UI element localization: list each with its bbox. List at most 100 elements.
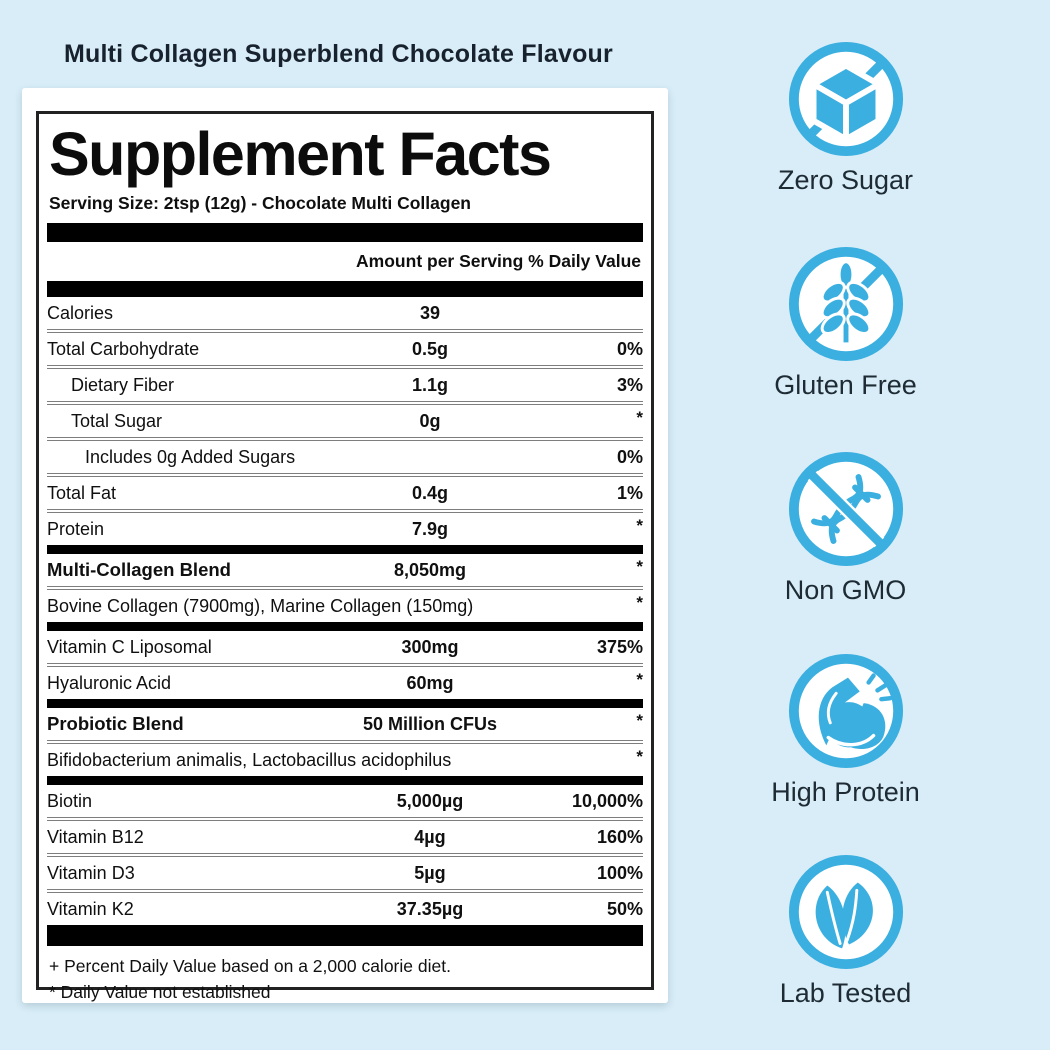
serving-size-line: Serving Size: 2tsp (12g) - Chocolate Mul… [49, 193, 471, 214]
nutrient-row: Vitamin D3 5µg 100% [47, 857, 643, 894]
badge-lab-tested: Lab Tested [758, 853, 933, 1009]
nutrient-daily-value: * [636, 408, 643, 428]
nutrient-name: Biotin [47, 790, 93, 811]
section-divider-bar [47, 699, 643, 709]
badge-gluten-free: Gluten Free [758, 245, 933, 401]
nutrient-daily-value: 160% [596, 826, 643, 847]
nutrient-row: Total Sugar 0g * [47, 405, 643, 442]
badge-label: Gluten Free [774, 370, 917, 400]
nutrient-amount: 39 [419, 302, 441, 323]
footnote-not-established: * Daily Value not established [49, 982, 271, 1003]
title-product-name: Multi Collagen [64, 40, 238, 68]
title-flavour: Flavour [521, 40, 613, 68]
nutrient-daily-value: * [636, 557, 643, 577]
feature-badges: Zero Sugar Gluten Free [758, 0, 933, 1050]
nutrient-daily-value: 50% [606, 898, 643, 919]
badge-label: Lab Tested [779, 978, 912, 1008]
nutrient-amount: 4µg [414, 826, 446, 847]
nutrient-row: Multi-Collagen Blend 8,050mg * [47, 554, 643, 591]
leaves-icon [788, 854, 903, 970]
nutrient-daily-value: * [636, 516, 643, 536]
no-wheat-icon [788, 246, 903, 362]
nutrient-name: Bovine Collagen (7900mg), Marine Collage… [47, 595, 474, 616]
no-sugar-cube-icon [788, 41, 903, 157]
page-title: Multi Collagen Superblend Chocolate Flav… [64, 40, 613, 69]
nutrient-amount: 8,050mg [393, 559, 467, 580]
section-divider-bar [47, 622, 643, 632]
nutrient-row: Vitamin C Liposomal 300mg 375% [47, 631, 643, 668]
nutrient-amount: 60mg [406, 672, 454, 693]
nutrient-name: Probiotic Blend [47, 713, 184, 735]
section-divider-bar [47, 776, 643, 786]
nutrient-name: Dietary Fiber [71, 374, 175, 395]
nutrient-amount: 7.9g [411, 518, 449, 539]
section-divider-bar [47, 281, 643, 298]
nutrient-amount: 0.4g [411, 482, 449, 503]
badge-label: High Protein [771, 777, 920, 807]
supplement-facts-heading: Supplement Facts [49, 120, 552, 188]
nutrient-row: Vitamin B12 4µg 160% [47, 821, 643, 858]
nutrient-row: Total Fat 0.4g 1% [47, 477, 643, 514]
title-variant: Superblend Chocolate [244, 40, 515, 68]
badge-high-protein: High Protein [758, 652, 933, 808]
nutrient-row: Bifidobacterium animalis, Lactobacillus … [47, 744, 643, 776]
nutrient-row: Total Carbohydrate 0.5g 0% [47, 333, 643, 370]
nutrient-row: Includes 0g Added Sugars 0% [47, 441, 643, 478]
supplement-label-panel: Supplement Facts Serving Size: 2tsp (12g… [22, 88, 668, 1003]
footnote-daily-value: + Percent Daily Value based on a 2,000 c… [49, 956, 451, 977]
nutrient-amount: 300mg [401, 636, 459, 657]
nutrient-row: Vitamin K2 37.35µg 50% [47, 893, 643, 925]
nutrient-row: Dietary Fiber 1.1g 3% [47, 369, 643, 406]
nutrient-amount: 0g [419, 410, 441, 431]
nutrient-daily-value: * [636, 670, 643, 690]
section-divider-bar [47, 545, 643, 555]
footnotes: + Percent Daily Value based on a 2,000 c… [47, 946, 643, 1007]
nutrient-daily-value: 10,000% [571, 790, 643, 811]
nutrient-name: Vitamin C Liposomal [47, 636, 212, 657]
nutrient-row: Probiotic Blend 50 Million CFUs * [47, 708, 643, 745]
nutrient-name: Includes 0g Added Sugars [85, 446, 296, 467]
nutrient-name: Total Sugar [71, 410, 163, 431]
nutrient-amount: 5µg [414, 862, 446, 883]
columns-header: Amount per Serving % Daily Value [356, 251, 641, 272]
nutrient-amount: 0.5g [411, 338, 449, 359]
nutrient-daily-value: 375% [596, 636, 643, 657]
bicep-icon [788, 653, 903, 769]
nutrient-name: Total Carbohydrate [47, 338, 200, 359]
nutrient-row: Calories 39 [47, 297, 643, 334]
supplement-facts-box: Supplement Facts Serving Size: 2tsp (12g… [36, 111, 654, 1002]
nutrient-name: Vitamin K2 [47, 898, 134, 919]
nutrient-name: Protein [47, 518, 105, 539]
nutrient-name: Total Fat [47, 482, 117, 503]
nutrient-name: Hyaluronic Acid [47, 672, 172, 693]
nutrient-daily-value: * [636, 593, 643, 613]
section-divider-bar [47, 925, 643, 947]
badge-label: Non GMO [784, 575, 907, 605]
nutrient-amount: 5,000µg [396, 790, 464, 811]
nutrient-daily-value: 3% [616, 374, 643, 395]
badge-zero-sugar: Zero Sugar [758, 40, 933, 196]
nutrient-daily-value: * [636, 747, 643, 767]
nutrient-amount: 1.1g [411, 374, 449, 395]
nutrient-amount: 50 Million CFUs [362, 713, 497, 734]
nutrient-name: Vitamin D3 [47, 862, 135, 883]
nutrient-daily-value: 1% [616, 482, 643, 503]
nutrient-row: Biotin 5,000µg 10,000% [47, 785, 643, 822]
nutrient-amount: 37.35µg [396, 898, 464, 919]
no-dna-icon [788, 451, 903, 567]
nutrient-row: Protein 7.9g * [47, 513, 643, 545]
nutrient-name: Vitamin B12 [47, 826, 144, 847]
section-divider-bar [47, 223, 643, 243]
badge-non-gmo: Non GMO [758, 450, 933, 606]
nutrient-row: Bovine Collagen (7900mg), Marine Collage… [47, 590, 643, 622]
nutrient-name: Multi-Collagen Blend [47, 559, 231, 581]
nutrient-name: Bifidobacterium animalis, Lactobacillus … [47, 749, 452, 770]
nutrient-daily-value: 0% [616, 338, 643, 359]
nutrient-daily-value: 0% [616, 446, 643, 467]
nutrient-table: Calories 39 Total Carbohydrate 0.5g 0% Dietar… [47, 297, 643, 947]
nutrient-row: Hyaluronic Acid 60mg * [47, 667, 643, 699]
badge-label: Zero Sugar [777, 165, 914, 195]
nutrient-daily-value: 100% [596, 862, 643, 883]
nutrient-daily-value: * [636, 711, 643, 731]
nutrient-name: Calories [47, 302, 114, 323]
